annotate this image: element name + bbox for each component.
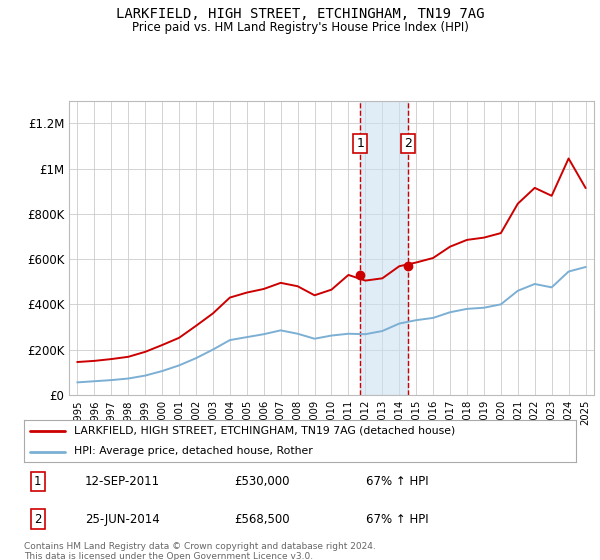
Text: LARKFIELD, HIGH STREET, ETCHINGHAM, TN19 7AG: LARKFIELD, HIGH STREET, ETCHINGHAM, TN19…	[116, 7, 484, 21]
Bar	[360, 101, 408, 395]
Text: Price paid vs. HM Land Registry's House Price Index (HPI): Price paid vs. HM Land Registry's House …	[131, 21, 469, 34]
Text: 12-SEP-2011: 12-SEP-2011	[85, 475, 160, 488]
Text: 1: 1	[356, 137, 364, 150]
Text: 25-JUN-2014: 25-JUN-2014	[85, 513, 160, 526]
Text: Contains HM Land Registry data © Crown copyright and database right 2024.
This d: Contains HM Land Registry data © Crown c…	[24, 542, 376, 560]
Text: LARKFIELD, HIGH STREET, ETCHINGHAM, TN19 7AG (detached house): LARKFIELD, HIGH STREET, ETCHINGHAM, TN19…	[74, 426, 455, 436]
Text: 67% ↑ HPI: 67% ↑ HPI	[366, 475, 429, 488]
Text: HPI: Average price, detached house, Rother: HPI: Average price, detached house, Roth…	[74, 446, 313, 456]
Text: 1: 1	[34, 475, 41, 488]
Text: 2: 2	[34, 513, 41, 526]
Text: £530,000: £530,000	[234, 475, 289, 488]
Text: 2: 2	[404, 137, 412, 150]
Text: £568,500: £568,500	[234, 513, 289, 526]
Text: 67% ↑ HPI: 67% ↑ HPI	[366, 513, 429, 526]
